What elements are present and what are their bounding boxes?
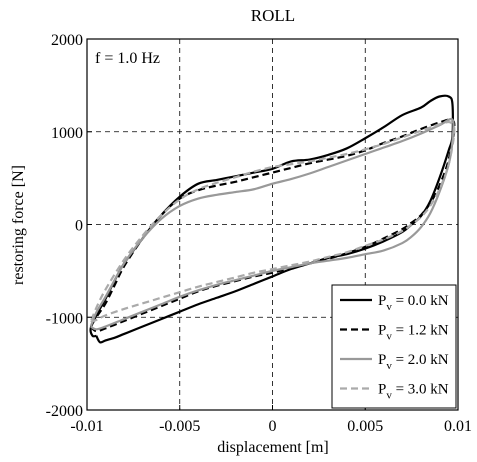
chart-title: ROLL	[251, 6, 295, 25]
x-tick-label: 0.005	[347, 418, 383, 435]
y-axis-label: restoring force [N]	[10, 165, 27, 285]
frequency-annotation: f = 1.0 Hz	[95, 50, 160, 67]
legend-label: Pv = 2.0 kN	[378, 352, 449, 372]
y-tick-label: -2000	[46, 403, 83, 420]
legend-label: Pv = 1.2 kN	[378, 323, 449, 343]
tick-group: -0.01 -0.005 0 0.005 0.01 -2000 -1000 0 1000 2000	[46, 32, 472, 435]
x-tick-label: -0.005	[159, 418, 200, 435]
y-tick-label: -1000	[46, 310, 83, 327]
x-tick-label: 0.01	[444, 418, 472, 435]
x-tick-label: 0	[269, 418, 277, 435]
y-tick-label: 1000	[51, 125, 83, 142]
x-tick-label: -0.01	[70, 418, 103, 435]
series-line-4	[89, 120, 456, 323]
legend-label: Pv = 3.0 kN	[378, 382, 449, 402]
y-tick-label: 0	[75, 218, 83, 235]
legend: Pv = 0.0 kN Pv = 1.2 kN Pv = 2.0 kN Pv = 3.…	[331, 284, 457, 409]
y-tick-label: 2000	[51, 32, 83, 49]
series-group	[89, 94, 456, 344]
legend-label: Pv = 0.0 kN	[378, 293, 449, 313]
x-axis-label: displacement [m]	[217, 439, 329, 456]
